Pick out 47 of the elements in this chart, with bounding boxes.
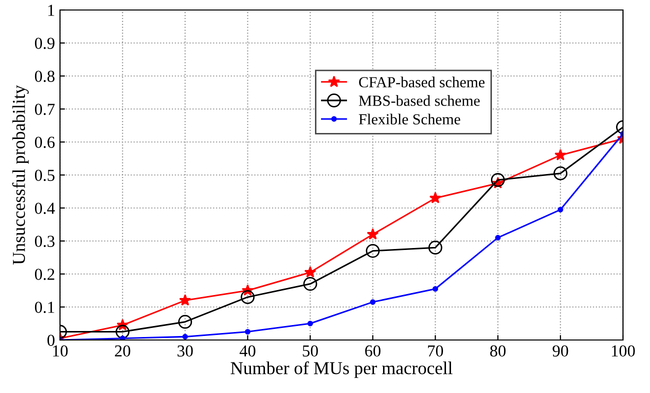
legend-label: Flexible Scheme bbox=[358, 114, 460, 124]
point bbox=[178, 314, 192, 329]
point bbox=[120, 336, 126, 340]
point bbox=[244, 328, 250, 335]
y-axis-title: Unsuccessful probability bbox=[12, 85, 29, 265]
y-tick-label: 0.9 bbox=[34, 38, 54, 50]
point bbox=[303, 276, 318, 291]
point bbox=[428, 240, 442, 255]
point bbox=[370, 299, 376, 305]
y-tick-label: 0 bbox=[47, 334, 55, 346]
point bbox=[366, 244, 380, 258]
x-tick-label: 60 bbox=[365, 345, 380, 357]
y-tick-label: 0.7 bbox=[34, 104, 55, 116]
point bbox=[558, 206, 564, 212]
point bbox=[495, 234, 501, 240]
x-tick-label: 80 bbox=[490, 345, 506, 357]
y-tick-label: 0.6 bbox=[34, 136, 55, 148]
x-axis-title: Number of MUs per macrocell bbox=[230, 361, 452, 378]
point bbox=[366, 228, 379, 240]
legend-label: CFAP-based scheme bbox=[359, 76, 485, 88]
point bbox=[490, 173, 505, 187]
x-tick-label: 70 bbox=[428, 345, 444, 357]
x-tick-label: 100 bbox=[612, 345, 635, 357]
x-tick-label: 10 bbox=[53, 345, 68, 357]
y-tick-label: 0.3 bbox=[34, 236, 54, 248]
y-tick-label: 1 bbox=[48, 4, 54, 16]
point bbox=[554, 166, 568, 180]
y-tick-label: 0.1 bbox=[34, 302, 54, 314]
y-tick-label: 0.4 bbox=[34, 202, 55, 214]
x-tick-label: 90 bbox=[552, 345, 568, 357]
point bbox=[240, 290, 255, 304]
y-tick-label: 0.2 bbox=[34, 268, 54, 280]
point bbox=[432, 286, 438, 292]
point bbox=[179, 294, 192, 306]
y-tick-label: 0.8 bbox=[34, 70, 55, 82]
point bbox=[116, 324, 130, 339]
point bbox=[554, 148, 566, 160]
legend-label: MBS-based scheme bbox=[358, 95, 480, 106]
point bbox=[182, 334, 188, 340]
point bbox=[429, 192, 442, 204]
x-tick-label: 40 bbox=[240, 345, 256, 357]
y-tick-label: 0.5 bbox=[34, 170, 54, 182]
x-tick-label: 20 bbox=[114, 345, 130, 357]
x-tick-label: 50 bbox=[302, 345, 318, 357]
point bbox=[304, 266, 316, 278]
point bbox=[307, 320, 313, 326]
x-tick-label: 30 bbox=[178, 345, 193, 357]
